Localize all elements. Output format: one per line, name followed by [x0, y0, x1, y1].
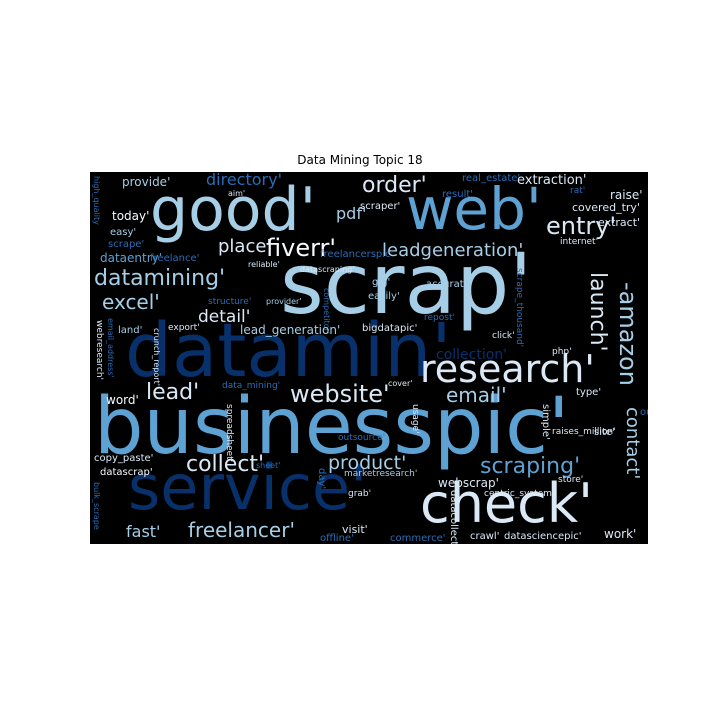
- cloud-word: directory': [206, 172, 282, 189]
- cloud-word: datascraping': [300, 265, 355, 274]
- cloud-word: repost': [424, 313, 455, 323]
- cloud-word: land': [118, 325, 143, 336]
- cloud-word: service': [128, 451, 368, 524]
- cloud-word: product': [328, 452, 407, 474]
- cloud-word: datasciencepic': [504, 531, 582, 542]
- cloud-word: lead': [146, 380, 200, 405]
- cloud-word: pdf': [336, 204, 367, 223]
- cloud-word: marketresearch': [344, 469, 418, 479]
- cloud-word: outsource': [338, 433, 386, 443]
- cloud-word: bigdatapic': [362, 323, 418, 334]
- cloud-word: order': [362, 173, 427, 198]
- cloud-word: detail': [198, 307, 251, 327]
- cloud-word: scrap': [280, 235, 533, 333]
- cloud-word: webscrap': [438, 476, 499, 490]
- cloud-word: easy': [110, 227, 137, 238]
- cloud-word: scraping': [480, 454, 581, 479]
- cloud-word: usage': [410, 404, 420, 434]
- cloud-word: crawl': [470, 531, 500, 542]
- cloud-word: outsourcing': [640, 407, 648, 418]
- cloud-word: freelancer': [188, 518, 295, 542]
- cloud-word: accurate': [426, 279, 473, 290]
- cloud-word: competitor': [322, 288, 331, 334]
- cloud-word: -amazon: [614, 282, 642, 386]
- cloud-word: result': [442, 189, 474, 200]
- cloud-word: high_quality: [92, 176, 101, 225]
- cloud-word: visit': [342, 523, 368, 536]
- cloud-word: datascrap': [100, 467, 153, 478]
- cloud-word: aim': [228, 189, 246, 198]
- cloud-word: scrape': [108, 239, 145, 250]
- cloud-word: structure': [208, 297, 252, 307]
- word-cloud: scrap' businesspic' datamin' service' good' w…: [90, 172, 648, 544]
- cloud-word: rat': [570, 186, 586, 196]
- cloud-word: crunch_report': [152, 328, 161, 386]
- cloud-word: collect': [186, 452, 265, 477]
- chart-title: Data Mining Topic 18: [297, 153, 423, 167]
- cloud-word: gig': [372, 277, 391, 288]
- cloud-word: collection': [436, 347, 508, 363]
- cloud-word: contact': [622, 407, 643, 480]
- cloud-word: site': [594, 427, 615, 438]
- cloud-word: check': [420, 472, 593, 535]
- cloud-word: email_address': [106, 318, 115, 378]
- cloud-word: scraper': [360, 201, 401, 212]
- cloud-word: store': [558, 475, 584, 485]
- cloud-word: type': [576, 387, 602, 398]
- cloud-word: freelancerspic': [320, 249, 394, 260]
- cloud-word: launch': [585, 272, 610, 352]
- cloud-word: website': [290, 380, 390, 408]
- cloud-word: raises_million': [552, 427, 616, 437]
- cloud-word: commerce': [390, 533, 446, 544]
- cloud-word: offline': [320, 533, 354, 544]
- cloud-word: covered_try': [572, 201, 640, 214]
- cloud-word: easily': [368, 291, 400, 302]
- cloud-word: email': [446, 383, 507, 407]
- cloud-word: extraction': [517, 173, 587, 188]
- cloud-word: sheet': [256, 461, 281, 470]
- cloud-word: lead_generation': [240, 323, 341, 337]
- cloud-word: bulk_scrape: [92, 482, 101, 530]
- cloud-word: excel': [102, 290, 160, 314]
- cloud-word: good': [150, 175, 317, 245]
- cloud-word: simple': [540, 404, 551, 440]
- cloud-word: fast': [126, 522, 161, 541]
- cloud-word: research': [420, 347, 595, 391]
- cloud-word: datamining': [94, 266, 226, 291]
- cloud-word: real_estate': [462, 173, 521, 184]
- cloud-word: datacollection': [448, 490, 459, 544]
- cloud-word: provider': [266, 297, 302, 306]
- cloud-word: fiverr': [266, 234, 336, 262]
- cloud-word: dataentry': [100, 251, 163, 265]
- cloud-word: centric_system': [484, 489, 555, 499]
- cloud-word: raise': [610, 188, 643, 202]
- cloud-word: copy_paste': [94, 453, 154, 464]
- cloud-word: provide': [122, 175, 171, 189]
- cloud-word: php': [552, 347, 572, 357]
- cloud-word: freelance': [150, 253, 200, 264]
- cloud-word: today': [112, 209, 150, 223]
- cloud-word: businesspic': [94, 382, 570, 472]
- cloud-word: reliable': [248, 260, 280, 269]
- cloud-word: spreadsheet': [224, 404, 234, 463]
- cloud-word: extract': [598, 216, 641, 229]
- cloud-word: entry': [546, 212, 617, 240]
- cloud-word: scrape_thousand': [514, 268, 524, 348]
- cloud-word: grab': [348, 489, 372, 499]
- cloud-word: web': [406, 175, 542, 243]
- cloud-word: datamin': [125, 308, 452, 394]
- cloud-word: day': [316, 468, 327, 490]
- cloud-word: export': [168, 323, 200, 333]
- cloud-word: place': [218, 236, 272, 257]
- cloud-word: data_mining': [222, 381, 281, 391]
- cloud-word: word': [106, 393, 139, 407]
- cloud-word: click': [492, 331, 515, 341]
- cloud-word: webresearch': [94, 320, 104, 381]
- cloud-word: work': [604, 527, 637, 541]
- cloud-word: leadgeneration': [382, 240, 524, 261]
- cloud-word: internet': [560, 237, 599, 247]
- cloud-word: cover': [388, 379, 413, 388]
